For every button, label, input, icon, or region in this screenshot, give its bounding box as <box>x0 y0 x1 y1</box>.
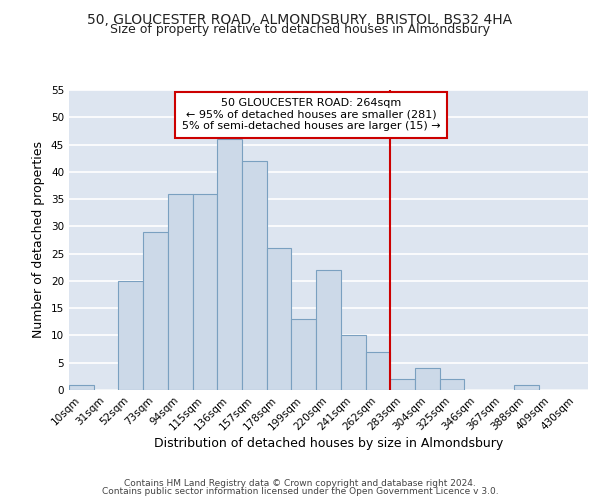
Text: Contains public sector information licensed under the Open Government Licence v : Contains public sector information licen… <box>101 487 499 496</box>
Bar <box>217 139 242 390</box>
Text: 50 GLOUCESTER ROAD: 264sqm
← 95% of detached houses are smaller (281)
5% of semi: 50 GLOUCESTER ROAD: 264sqm ← 95% of deta… <box>182 98 440 132</box>
Text: Contains HM Land Registry data © Crown copyright and database right 2024.: Contains HM Land Registry data © Crown c… <box>124 478 476 488</box>
Text: Size of property relative to detached houses in Almondsbury: Size of property relative to detached ho… <box>110 24 490 36</box>
Bar <box>168 194 193 390</box>
Text: 50, GLOUCESTER ROAD, ALMONDSBURY, BRISTOL, BS32 4HA: 50, GLOUCESTER ROAD, ALMONDSBURY, BRISTO… <box>88 12 512 26</box>
Bar <box>365 352 390 390</box>
Bar <box>440 379 464 390</box>
Bar <box>415 368 440 390</box>
Bar <box>292 319 316 390</box>
Bar <box>341 336 365 390</box>
Bar <box>316 270 341 390</box>
Bar <box>514 384 539 390</box>
Bar <box>242 161 267 390</box>
X-axis label: Distribution of detached houses by size in Almondsbury: Distribution of detached houses by size … <box>154 438 503 450</box>
Y-axis label: Number of detached properties: Number of detached properties <box>32 142 46 338</box>
Bar <box>267 248 292 390</box>
Bar <box>390 379 415 390</box>
Bar <box>143 232 168 390</box>
Bar <box>69 384 94 390</box>
Bar <box>193 194 217 390</box>
Bar <box>118 281 143 390</box>
